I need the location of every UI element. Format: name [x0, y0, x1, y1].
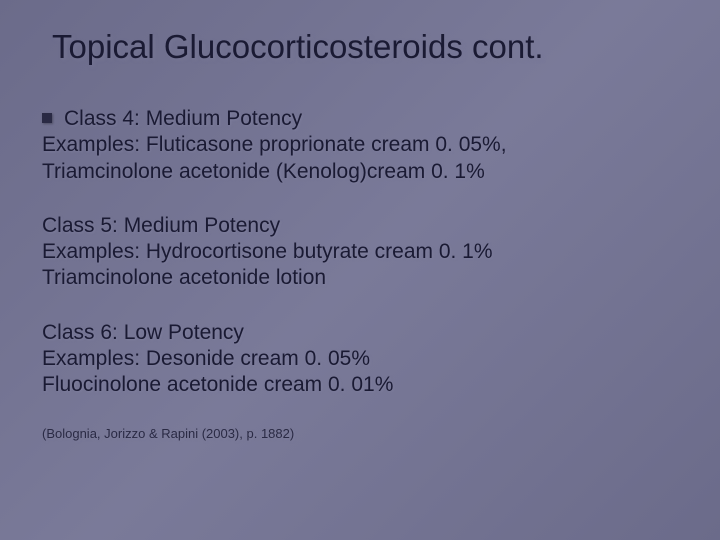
slide-container: Topical Glucocorticosteroids cont. Class…	[0, 0, 720, 540]
section-class-6: Class 6: Low Potency Examples: Desonide …	[42, 320, 678, 399]
section-line: Triamcinolone acetonide lotion	[42, 265, 678, 291]
bullet-row: Class 4: Medium Potency	[42, 106, 678, 132]
slide-title: Topical Glucocorticosteroids cont.	[42, 28, 678, 66]
square-bullet-icon	[42, 113, 52, 123]
section-line: Examples: Fluticasone proprionate cream …	[42, 132, 678, 158]
citation-text: (Bolognia, Jorizzo & Rapini (2003), p. 1…	[42, 426, 678, 441]
section-class-5: Class 5: Medium Potency Examples: Hydroc…	[42, 213, 678, 292]
section-line: Examples: Desonide cream 0. 05%	[42, 346, 678, 372]
section-line: Fluocinolone acetonide cream 0. 01%	[42, 372, 678, 398]
section-line: Examples: Hydrocortisone butyrate cream …	[42, 239, 678, 265]
section-class-4: Class 4: Medium Potency Examples: Flutic…	[42, 106, 678, 185]
section-line: Triamcinolone acetonide (Kenolog)cream 0…	[42, 159, 678, 185]
section-heading: Class 4: Medium Potency	[64, 106, 302, 132]
section-heading: Class 5: Medium Potency	[42, 213, 678, 239]
section-heading: Class 6: Low Potency	[42, 320, 678, 346]
